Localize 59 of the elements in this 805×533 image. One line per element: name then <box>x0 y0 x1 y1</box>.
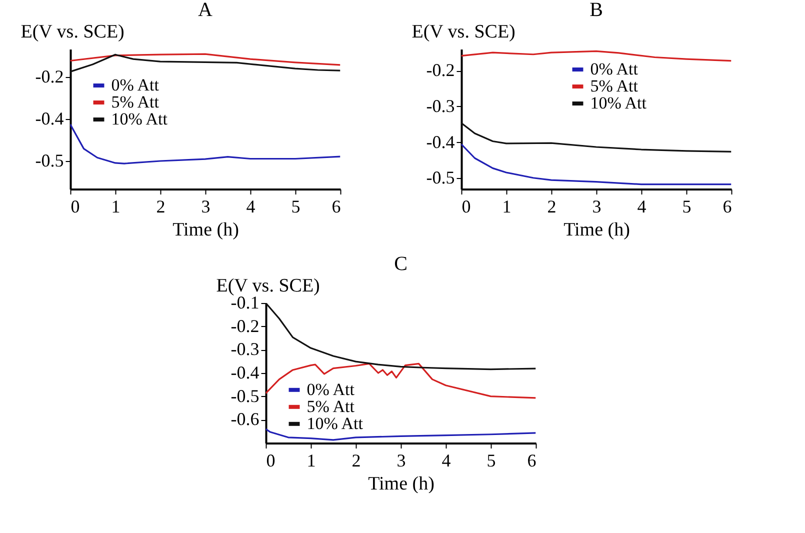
y-tick-label: -0.2 <box>230 316 260 336</box>
x-tick-label: 2 <box>352 450 361 470</box>
y-axis-title: E(V vs. SCE) <box>412 22 516 42</box>
y-tick-label: -0.4 <box>426 132 455 152</box>
x-axis-title: Time (h) <box>172 220 239 240</box>
x-tick-label: 5 <box>682 196 692 216</box>
legend-label: 10% Att <box>111 110 168 128</box>
y-tick-label: -0.2 <box>35 66 64 86</box>
line-series <box>266 362 536 399</box>
x-tick-label: 1 <box>502 196 512 216</box>
legend-label: 5% Att <box>590 76 638 96</box>
y-axis-title: E(V vs. SCE) <box>20 22 124 42</box>
x-tick-label: 6 <box>332 196 341 216</box>
x-tick-label: 4 <box>442 450 451 470</box>
legend-label: 0% Att <box>590 60 638 78</box>
x-tick-label: 0 <box>70 196 80 216</box>
line-series <box>70 53 340 66</box>
y-tick-label: -0.2 <box>426 60 455 80</box>
y-tick-label: -0.5 <box>35 150 64 170</box>
x-tick-label: 6 <box>722 196 732 216</box>
chart-title: C <box>394 253 408 275</box>
chart-title: A <box>198 0 214 21</box>
legend-label: 10% Att <box>590 94 647 112</box>
x-tick-label: 4 <box>246 196 256 216</box>
line-series <box>70 124 340 164</box>
y-tick-label: -0.6 <box>230 409 260 430</box>
legend-label: 0% Att <box>306 380 355 399</box>
x-tick-label: 2 <box>156 196 166 216</box>
x-tick-label: 1 <box>111 196 120 216</box>
legend-label: 5% Att <box>306 396 355 416</box>
line-series <box>70 54 340 72</box>
y-tick-label: -0.3 <box>230 339 260 360</box>
x-tick-label: 3 <box>592 196 602 216</box>
y-tick-label: -0.3 <box>426 96 455 116</box>
line-series <box>461 50 732 62</box>
x-tick-label: 1 <box>306 450 316 470</box>
x-tick-label: 0 <box>462 196 471 216</box>
x-tick-label: 3 <box>396 450 406 470</box>
x-tick-label: 3 <box>201 196 210 216</box>
y-tick-label: -0.4 <box>35 108 64 128</box>
line-series <box>461 122 732 152</box>
line-series <box>461 143 732 186</box>
y-tick-label: -0.5 <box>426 168 455 188</box>
x-tick-label: 5 <box>486 450 496 470</box>
y-tick-label: -0.5 <box>230 386 260 406</box>
x-tick-label: 4 <box>637 196 646 216</box>
x-tick-label: 0 <box>266 450 276 470</box>
x-tick-label: 6 <box>527 450 536 470</box>
legend-label: 5% Att <box>111 92 160 112</box>
y-axis-title: E(V vs. SCE) <box>216 276 320 296</box>
line-series <box>266 428 536 441</box>
y-tick-label: -0.4 <box>230 362 260 382</box>
legend-label: 10% Att <box>306 414 364 433</box>
line-series <box>266 303 536 370</box>
legend-label: 0% Att <box>111 76 160 94</box>
x-tick-label: 2 <box>547 196 556 216</box>
chart-title: B <box>590 0 603 21</box>
x-axis-title: Time (h) <box>564 220 630 240</box>
x-tick-label: 5 <box>291 196 300 216</box>
